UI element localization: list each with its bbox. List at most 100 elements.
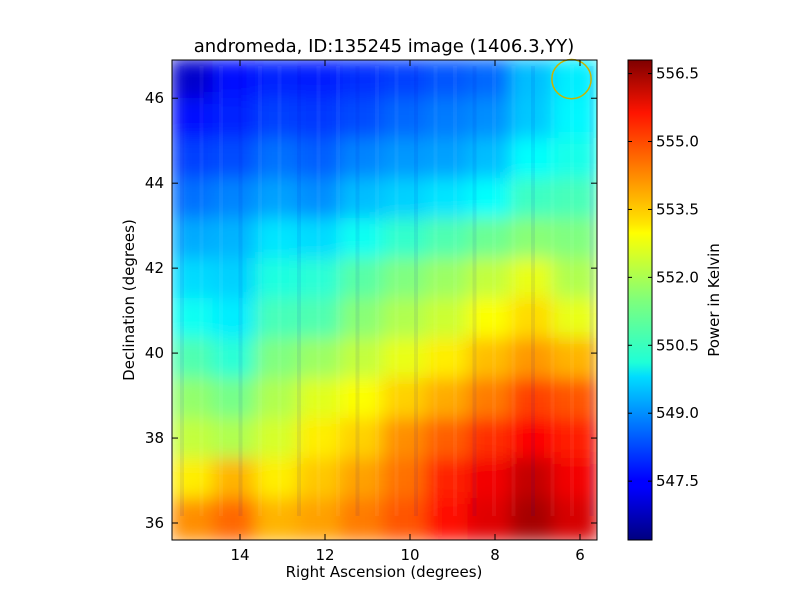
heatmap-texture (238, 66, 243, 516)
heatmap-texture (297, 66, 301, 516)
heatmap-cell (172, 138, 217, 182)
heatmap-cell (510, 98, 557, 142)
heatmap-cell (255, 298, 302, 342)
heatmap-cell (382, 338, 429, 382)
heatmap-cell (552, 178, 597, 222)
heatmap-cell (467, 218, 514, 262)
heatmap-cell (212, 498, 259, 540)
heatmap-texture (433, 66, 438, 516)
heatmap-cell (382, 378, 429, 422)
heatmap-texture (472, 66, 477, 516)
heatmap-cell (552, 378, 597, 422)
heatmap-texture (511, 66, 516, 516)
beam-circle-marker (551, 58, 592, 100)
heatmap-texture (336, 66, 340, 516)
heatmap-cell (425, 98, 472, 142)
heatmap-cell (172, 418, 217, 462)
heatmap-cell (297, 338, 344, 382)
heatmap-cell (172, 178, 217, 222)
heatmap-texture (316, 66, 321, 516)
x-axis: 14 12 10 8 6 (230, 60, 585, 564)
y-tick-label: 42 (145, 259, 164, 277)
x-tick-label: 10 (400, 546, 419, 564)
y-tick-label: 38 (145, 429, 164, 447)
heatmap-cell (510, 60, 557, 102)
heatmap-cell (467, 138, 514, 182)
heatmap-cell (255, 498, 302, 540)
heatmap-cell (172, 60, 217, 102)
plot-frame (171, 59, 598, 541)
heatmap-texture (355, 66, 360, 516)
heatmap-cell (255, 218, 302, 262)
heatmap-texture (258, 66, 262, 516)
heatmap-cell (552, 98, 597, 142)
heatmap-cell (425, 338, 472, 382)
heatmap-cell (255, 60, 302, 102)
heatmap-cell (552, 258, 597, 302)
heatmap-cell (297, 98, 344, 142)
heatmap-cell (382, 298, 429, 342)
heatmap-cell (255, 178, 302, 222)
heatmap-cell (340, 258, 387, 302)
heatmap-cell (425, 418, 472, 462)
heatmap-texture (453, 66, 457, 516)
heatmap-cell (425, 60, 472, 102)
heatmap-cell (382, 418, 429, 462)
heatmap-texture (492, 66, 496, 516)
heatmap-cell (172, 218, 217, 262)
heatmap-cell (212, 178, 259, 222)
heatmap-cell (340, 298, 387, 342)
heatmap-texture (375, 66, 379, 516)
heatmap-cell (212, 258, 259, 302)
heatmap-cell (172, 298, 217, 342)
heatmap-cell (255, 338, 302, 382)
heatmap-cell (510, 498, 557, 540)
colorbar-tick-label: 550.5 (656, 336, 699, 354)
heatmap-texture (199, 66, 204, 516)
heatmap-cell (425, 298, 472, 342)
heatmap-cell (297, 458, 344, 502)
heatmap-cell (297, 498, 344, 540)
heatmap-cell (212, 218, 259, 262)
heatmap-cell (340, 98, 387, 142)
heatmap-cell (382, 498, 429, 540)
y-tick-label: 44 (145, 174, 164, 192)
heatmap-cell (382, 458, 429, 502)
y-tick-label: 40 (145, 344, 164, 362)
heatmap-cell (552, 418, 597, 462)
heatmap-cell (382, 98, 429, 142)
heatmap-cell (255, 258, 302, 302)
heatmap-cell (255, 98, 302, 142)
heatmap-cell (552, 458, 597, 502)
heatmap-cell (467, 498, 514, 540)
heatmap-texture (180, 66, 184, 516)
heatmap-cell (255, 138, 302, 182)
colorbar-tick-label: 553.5 (656, 200, 699, 218)
heatmap-cell (340, 378, 387, 422)
heatmap-cell (467, 298, 514, 342)
heatmap-cell (552, 298, 597, 342)
heatmap-cell (172, 258, 217, 302)
heatmap-cell (425, 218, 472, 262)
x-axis-label: Right Ascension (degrees) (286, 563, 483, 581)
heatmap-image (172, 60, 597, 540)
y-axis: 36 38 40 42 44 46 (145, 89, 597, 532)
heatmap-cell (510, 418, 557, 462)
heatmap-cell (340, 178, 387, 222)
heatmap-texture (550, 66, 555, 516)
colorbar-tick-label: 549.0 (656, 404, 699, 422)
heatmap-cell (340, 338, 387, 382)
y-tick-label: 46 (145, 89, 164, 107)
heatmap-cell (297, 138, 344, 182)
heatmap-cell (467, 418, 514, 462)
heatmap-cell (212, 98, 259, 142)
heatmap-cell (297, 178, 344, 222)
heatmap-cell (212, 378, 259, 422)
heatmap-cell (467, 458, 514, 502)
colorbar (627, 59, 653, 541)
heatmap-cell (297, 378, 344, 422)
heatmap-cell (425, 378, 472, 422)
heatmap-cell (510, 178, 557, 222)
heatmap-cell (255, 418, 302, 462)
